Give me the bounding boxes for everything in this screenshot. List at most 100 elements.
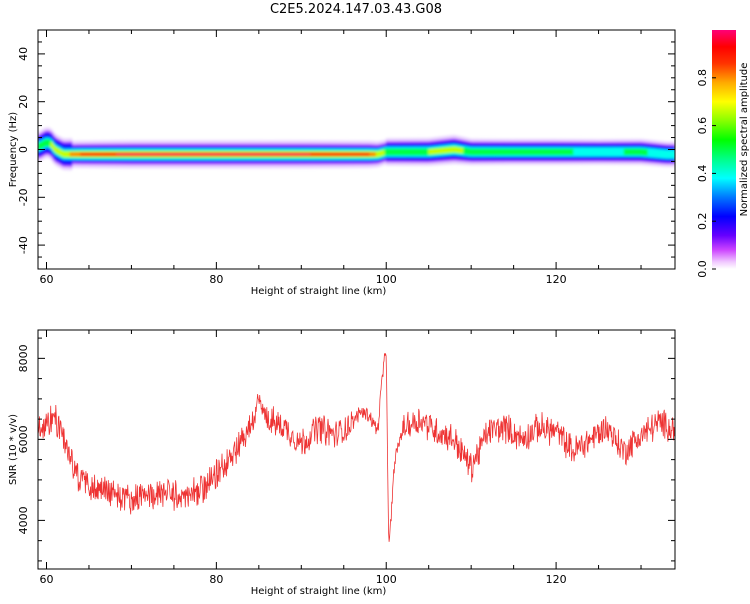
band-cell — [126, 153, 130, 156]
band-cell — [613, 147, 616, 157]
band-cell — [196, 153, 200, 156]
band-cell — [506, 148, 510, 156]
band-cell — [532, 148, 536, 156]
colorbar-tick-label: 0.8 — [696, 69, 709, 87]
band-cell — [547, 148, 551, 156]
band-cell — [553, 148, 557, 156]
band-cell — [167, 153, 170, 156]
band-cell — [199, 153, 202, 156]
band-cell — [169, 153, 173, 156]
band-cell — [536, 148, 540, 156]
band-cell — [659, 149, 663, 158]
band-cell — [184, 153, 187, 156]
band-cell — [114, 152, 117, 156]
band-cell — [560, 148, 563, 156]
band-cell — [360, 152, 364, 156]
band-cell — [472, 148, 476, 156]
band-cell — [424, 148, 427, 156]
band-cell — [145, 153, 149, 156]
band-cell — [640, 148, 644, 156]
band-cell — [479, 148, 483, 156]
band-cell — [436, 148, 440, 154]
band-cell — [666, 150, 669, 159]
spectrogram-panel: 60 80 100 120 -40 -20 0 20 40 Height of straight … — [8, 29, 676, 297]
band-cell — [362, 152, 366, 156]
band-cell — [417, 148, 421, 156]
band-cell — [647, 148, 650, 157]
band-cell — [611, 147, 614, 157]
band-cell — [105, 152, 109, 156]
colorbar-tick-label: 0.4 — [696, 165, 709, 183]
band-cell — [562, 148, 565, 156]
band-cell — [591, 147, 595, 157]
band-cell — [84, 152, 88, 156]
band-cell — [337, 152, 340, 156]
band-cell — [186, 153, 190, 156]
band-cell — [600, 147, 604, 157]
band-cell — [606, 147, 610, 157]
band-cell — [496, 148, 500, 156]
band-cell — [139, 153, 143, 156]
band-cell — [300, 153, 304, 156]
band-cell — [222, 153, 226, 156]
band-cell — [65, 151, 69, 157]
band-cell — [564, 148, 568, 156]
band-cell — [428, 149, 432, 155]
band-cell — [572, 147, 576, 157]
bottom-axes-frame — [37, 329, 676, 570]
band-cell — [305, 153, 308, 156]
band-cell — [303, 153, 306, 156]
top-xtick-label: 80 — [209, 273, 223, 286]
band-cell — [218, 153, 221, 156]
band-cell — [475, 148, 478, 156]
band-cell — [88, 152, 92, 156]
band-cell — [538, 148, 542, 156]
band-cell — [557, 148, 561, 156]
band-cell — [247, 153, 251, 156]
band-cell — [277, 153, 281, 156]
band-cell — [294, 153, 298, 156]
band-cell — [632, 148, 635, 156]
band-cell — [56, 148, 60, 154]
band-cell — [615, 147, 618, 157]
band-cell — [502, 148, 506, 156]
band-cell — [521, 148, 525, 156]
band-cell — [296, 153, 300, 156]
band-cell — [44, 139, 47, 147]
band-cell — [487, 148, 491, 156]
band-cell — [241, 153, 245, 156]
band-cell — [90, 152, 94, 156]
band-cell — [252, 153, 255, 156]
band-cell — [526, 148, 529, 156]
band-cell — [328, 152, 332, 156]
band-cell — [269, 153, 272, 156]
band-cell — [413, 148, 417, 156]
band-cell — [288, 153, 291, 156]
band-cell — [419, 148, 423, 156]
band-cell — [589, 147, 593, 157]
band-cell — [642, 149, 646, 156]
band-cell — [466, 148, 470, 155]
band-cell — [430, 149, 434, 155]
band-cell — [594, 147, 597, 157]
band-cell — [52, 145, 56, 151]
colorbar: 0.0 0.2 0.4 0.6 0.8 Normalized spectral ampli… — [696, 30, 750, 278]
band-cell — [351, 152, 355, 156]
band-cell — [432, 148, 436, 154]
band-cell — [485, 148, 489, 156]
band-cell — [97, 152, 100, 156]
band-cell — [129, 153, 132, 156]
band-cell — [148, 153, 151, 156]
band-cell — [175, 153, 179, 156]
band-cell — [426, 148, 429, 156]
band-cell — [540, 148, 544, 156]
band-cell — [396, 148, 400, 156]
band-cell — [545, 148, 548, 156]
band-cell — [156, 153, 160, 156]
band-cell — [453, 147, 457, 153]
band-cell — [623, 148, 627, 156]
band-cell — [311, 152, 315, 156]
band-cell — [377, 151, 381, 157]
band-cell — [608, 147, 612, 157]
